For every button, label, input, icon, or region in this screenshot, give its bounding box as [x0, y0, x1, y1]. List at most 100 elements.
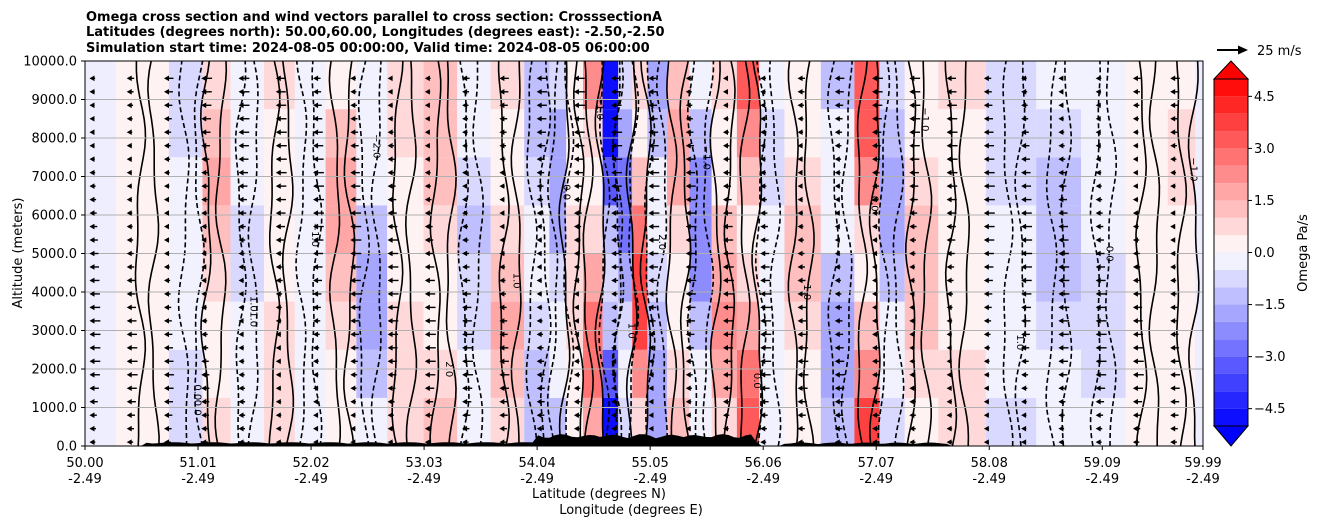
wind-vector-head	[350, 142, 356, 149]
omega-cell	[647, 397, 667, 446]
colorbar-band	[1214, 183, 1248, 201]
x-tick-label-lat: 57.07	[858, 456, 895, 471]
wind-vector-head	[1170, 183, 1176, 189]
wind-vector-head	[424, 412, 430, 418]
wind-vector-head	[722, 398, 728, 405]
wind-vector-head	[611, 345, 617, 351]
wind-vector-head	[126, 169, 132, 176]
wind-vector-head	[424, 358, 430, 365]
wind-vector-head	[685, 169, 691, 176]
wind-vector-head	[1170, 115, 1176, 122]
wind-vector-head	[89, 75, 95, 82]
wind-vector-head	[722, 358, 728, 365]
wind-vector-head	[797, 398, 803, 405]
x-tick-label-lon: -2.49	[68, 472, 102, 487]
wind-vector-head	[573, 196, 579, 203]
wind-vector-head	[424, 345, 430, 351]
colorbar-label: Omega Pa/s	[1296, 214, 1311, 292]
wind-vector-head	[722, 425, 728, 432]
omega-cell	[666, 349, 690, 398]
omega-cell	[549, 349, 567, 398]
wind-vector-head	[797, 264, 803, 270]
x-tick-label-lat: 59.99	[1184, 456, 1221, 471]
x-tick-label-lon: -2.49	[1085, 472, 1119, 487]
wind-vector-head	[648, 264, 654, 270]
wind-vector-head	[1170, 102, 1176, 109]
wind-vector-head	[163, 304, 169, 311]
wind-vector-head	[126, 425, 132, 432]
contour-label: 1.0	[510, 273, 521, 289]
wind-vector-head	[946, 129, 952, 136]
wind-vector-head	[1132, 264, 1138, 270]
wind-vector-head	[1132, 142, 1138, 149]
wind-vector-head	[126, 385, 132, 392]
wind-vector-head	[387, 102, 393, 109]
wind-vector-head	[536, 358, 542, 365]
wind-vector-head	[834, 358, 840, 365]
wind-vector-head	[946, 398, 952, 405]
wind-vector-head	[834, 250, 840, 257]
omega-cell	[566, 157, 584, 206]
wind-vector-head	[946, 331, 952, 338]
wind-vector-head	[536, 223, 542, 230]
wind-vector-head	[611, 156, 617, 162]
wind-vector-head	[350, 331, 356, 338]
wind-vector-head	[1095, 196, 1101, 203]
omega-cell	[490, 109, 525, 158]
omega-cell	[618, 301, 633, 350]
wind-vector-head	[462, 304, 468, 311]
omega-cell	[632, 397, 648, 446]
omega-cell	[583, 205, 603, 254]
wind-vector-head	[648, 331, 654, 338]
wind-vector-head	[872, 156, 878, 162]
plot-area: 0.01.0−1.0−2.02.01.00.0−1.01.02.0−1.00.0…	[84, 60, 1204, 447]
wind-vector-head	[760, 291, 766, 297]
wind-vector-head	[1132, 223, 1138, 230]
wind-vector-head	[760, 264, 766, 270]
omega-cell	[549, 301, 567, 350]
colorbar: 4.5 3.0 1.5 0.0 −1.5 −3.0 −4.5	[1212, 60, 1286, 447]
wind-vector-head	[424, 75, 430, 82]
wind-vector-head	[238, 371, 244, 378]
wind-vector-head	[983, 358, 989, 365]
wind-vector-head	[685, 75, 691, 82]
omega-cell	[115, 109, 169, 158]
wind-vector-head	[126, 129, 132, 136]
colorbar-band	[1214, 269, 1248, 288]
wind-vector-head	[499, 304, 505, 311]
omega-cell	[325, 157, 357, 206]
wind-vector-head	[201, 398, 207, 405]
wind-vector-head	[611, 304, 617, 311]
wind-vector-head	[462, 439, 468, 445]
wind-vector-head	[797, 129, 803, 136]
wind-vector-head	[872, 210, 878, 216]
wind-vector-head	[275, 142, 281, 149]
wind-vector-head	[1021, 398, 1027, 405]
wind-vector-head	[201, 89, 207, 95]
omega-cell	[602, 157, 619, 206]
wind-vector-head	[685, 223, 691, 230]
wind-vector-head	[909, 264, 915, 270]
wind-vector-head	[983, 304, 989, 311]
wind-vector-head	[834, 183, 840, 189]
wind-vector-head	[201, 264, 207, 270]
wind-vector-head	[201, 156, 207, 162]
wind-vector-head	[946, 304, 952, 311]
wind-vector-head	[573, 183, 579, 189]
wind-vector-head	[983, 439, 989, 445]
wind-vector-head	[462, 250, 468, 257]
wind-vector-head	[163, 331, 169, 338]
wind-vector-head	[909, 358, 915, 365]
wind-vector-head	[685, 89, 691, 95]
wind-vector-head	[387, 210, 393, 216]
wind-vector-head	[387, 277, 393, 284]
omega-cell	[1036, 253, 1082, 302]
wind-vector-head	[126, 89, 132, 95]
wind-vector-head	[350, 291, 356, 297]
wind-vector-head	[834, 264, 840, 270]
omega-cell	[202, 301, 231, 350]
omega-cell	[457, 205, 491, 254]
wind-vector-head	[648, 156, 654, 162]
wind-vector-head	[573, 345, 579, 351]
wind-vector-head	[1095, 75, 1101, 82]
